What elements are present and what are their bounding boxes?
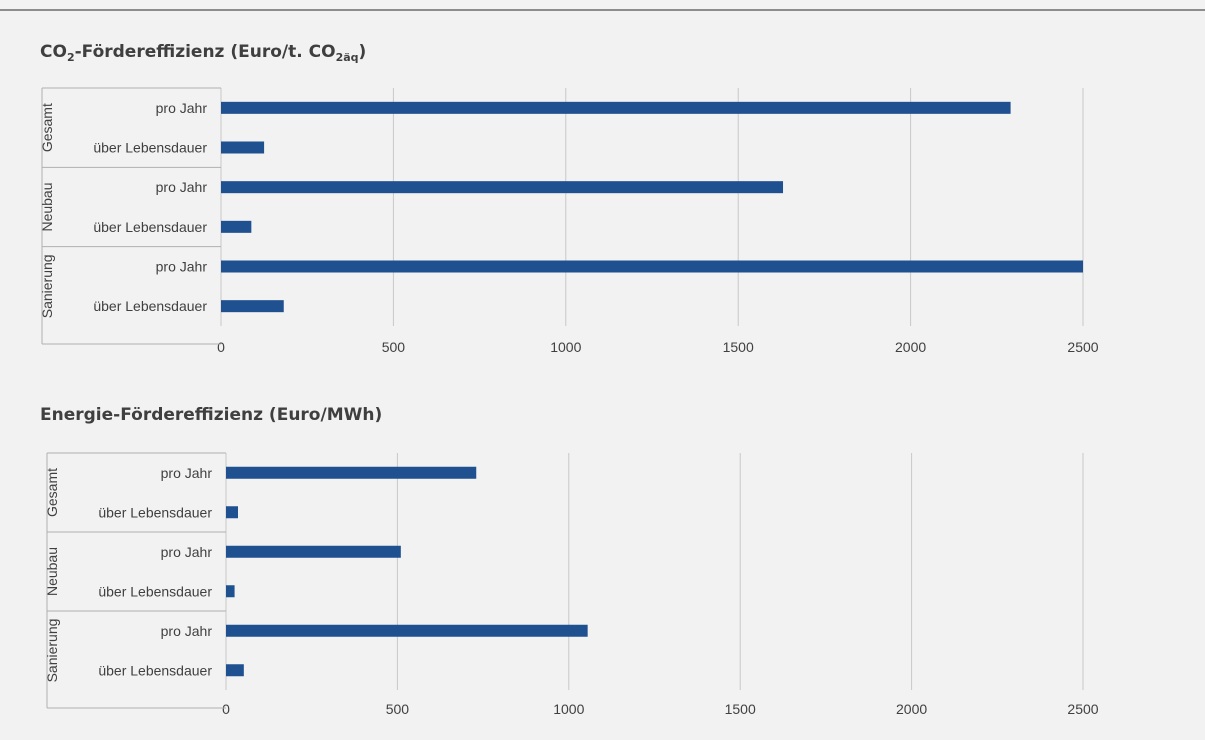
x-tick-label: 1000 [553,701,584,717]
bar [226,585,235,598]
category-label: über Lebensdauer [93,140,207,156]
group-label: Sanierung [39,254,55,318]
group-label: Sanierung [44,619,60,683]
category-label: über Lebensdauer [98,583,212,599]
x-tick-label: 500 [382,339,406,355]
bar [221,260,1083,273]
bar [226,506,238,519]
bar [226,624,588,637]
group-label: Gesamt [44,468,60,517]
group-label: Neubau [39,182,55,231]
group-label: Gesamt [39,103,55,152]
category-label: über Lebensdauer [93,298,207,314]
bar [226,664,244,677]
chart-title-energy: Energie-Fördereffizienz (Euro/MWh) [40,405,383,425]
x-tick-label: 2500 [1067,701,1098,717]
top-divider [0,9,1205,11]
bar [226,545,401,558]
category-label: pro Jahr [156,100,208,116]
bar [221,141,265,154]
bar [221,300,284,313]
x-tick-label: 1500 [725,701,756,717]
bar [226,466,477,479]
category-label: pro Jahr [161,623,213,639]
category-label: pro Jahr [156,179,208,195]
category-label: über Lebensdauer [98,504,212,520]
x-tick-label: 0 [217,339,225,355]
bar [221,101,1011,114]
category-label: pro Jahr [156,259,208,275]
x-tick-label: 2000 [896,701,927,717]
bar [221,220,252,233]
category-label: pro Jahr [161,544,213,560]
x-tick-label: 1000 [550,339,581,355]
x-tick-label: 2500 [1067,339,1098,355]
x-tick-label: 2000 [895,339,926,355]
bar [221,181,784,194]
category-label: über Lebensdauer [93,219,207,235]
x-tick-label: 1500 [723,339,754,355]
x-tick-label: 500 [386,701,410,717]
group-label: Neubau [44,547,60,596]
category-label: über Lebensdauer [98,662,212,678]
x-tick-label: 0 [222,701,230,717]
category-label: pro Jahr [161,465,213,481]
chart-title-co2: CO2-Fördereffizienz (Euro/t. CO2äq) [40,42,367,64]
